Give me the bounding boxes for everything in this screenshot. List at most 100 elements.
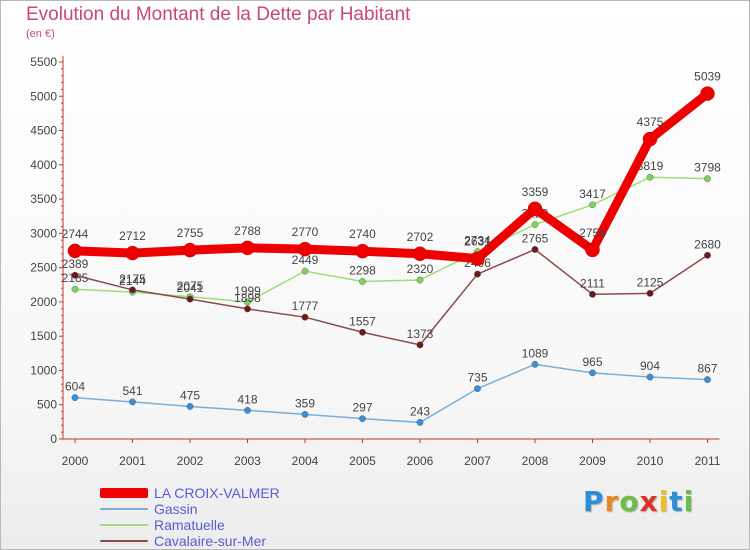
data-point-gassin <box>71 394 79 401</box>
data-label-gassin: 418 <box>237 392 257 406</box>
data-label-gassin: 867 <box>697 362 717 376</box>
logo-letter: i <box>658 485 670 518</box>
x-tick-label: 2000 <box>62 454 89 468</box>
legend-label: Ramatuelle <box>154 517 225 533</box>
data-point-gassin <box>129 398 136 406</box>
data-label-cavalaire-sur-mer: 2389 <box>62 257 89 271</box>
chart-subtitle: (en €) <box>26 28 55 40</box>
data-label-la-croix-valmer: 2631 <box>464 235 491 249</box>
data-label-ramatuelle: 3798 <box>694 161 721 175</box>
data-point-ramatuelle <box>71 285 79 293</box>
data-point-ramatuelle <box>589 201 596 209</box>
x-tick-label: 2003 <box>234 454 261 468</box>
data-label-la-croix-valmer: 2702 <box>407 230 434 244</box>
data-label-cavalaire-sur-mer: 2041 <box>177 281 204 295</box>
data-point-gassin <box>186 403 194 410</box>
data-point-gassin <box>474 385 481 393</box>
logo-letter: o <box>619 485 640 518</box>
x-tick-label: 2005 <box>349 454 376 468</box>
legend-swatch <box>100 524 148 526</box>
y-tick-label: 3500 <box>30 192 57 206</box>
chart-title: Evolution du Montant de la Dette par Hab… <box>26 4 411 25</box>
data-point-ramatuelle <box>244 298 251 306</box>
y-tick-label: 5000 <box>30 89 57 103</box>
data-point-cavalaire-sur-mer <box>186 295 194 303</box>
x-tick-label: 2008 <box>522 454 549 468</box>
series-line-la-croix-valmer <box>70 89 712 264</box>
data-label-la-croix-valmer: 4375 <box>637 115 664 129</box>
data-label-ramatuelle: 1999 <box>234 284 261 298</box>
x-tick-label: 2001 <box>119 454 146 468</box>
data-label-gassin: 1089 <box>522 346 549 360</box>
data-point-la-croix-valmer <box>585 242 600 258</box>
data-label-gassin: 604 <box>65 380 85 394</box>
data-label-cavalaire-sur-mer: 1777 <box>292 299 319 313</box>
proxiti-logo: Proxiti <box>583 485 694 518</box>
data-label-cavalaire-sur-mer: 2175 <box>119 272 146 286</box>
data-label-cavalaire-sur-mer: 2765 <box>522 231 549 245</box>
y-tick-label: 1000 <box>30 363 57 377</box>
logo-letter: t <box>669 485 684 518</box>
data-point-la-croix-valmer <box>412 246 428 262</box>
data-label-gassin: 904 <box>640 359 660 373</box>
x-tick-label: 2006 <box>407 454 434 468</box>
data-label-cavalaire-sur-mer: 1373 <box>407 327 434 341</box>
data-label-cavalaire-sur-mer: 2125 <box>637 275 664 289</box>
data-label-ramatuelle: 2320 <box>407 262 434 276</box>
data-point-la-croix-valmer <box>182 242 198 258</box>
legend-swatch <box>100 540 148 542</box>
logo-letter: r <box>604 485 620 518</box>
data-point-cavalaire-sur-mer <box>589 290 596 298</box>
data-label-la-croix-valmer: 2712 <box>119 229 146 243</box>
data-label-gassin: 243 <box>410 404 430 418</box>
legend-swatch <box>100 508 148 510</box>
legend-swatch <box>100 488 148 498</box>
data-point-cavalaire-sur-mer <box>474 270 481 278</box>
data-label-la-croix-valmer: 2788 <box>234 224 261 238</box>
data-label-cavalaire-sur-mer: 2111 <box>580 276 605 290</box>
data-label-la-croix-valmer: 5039 <box>694 70 721 84</box>
data-label-ramatuelle: 2144 <box>119 274 146 288</box>
y-tick-label: 500 <box>37 398 57 412</box>
data-point-cavalaire-sur-mer <box>531 246 539 253</box>
data-label-gassin: 735 <box>467 371 487 385</box>
legend-label: Cavalaire-sur-Mer <box>154 533 267 549</box>
data-point-cavalaire-sur-mer <box>704 251 711 259</box>
y-tick-label: 4500 <box>30 124 57 138</box>
data-point-gassin <box>646 373 654 381</box>
series-line-ramatuelle <box>74 176 709 303</box>
data-point-gassin <box>244 406 251 414</box>
y-tick-label: 2500 <box>30 261 57 275</box>
data-label-la-croix-valmer: 2744 <box>62 227 89 241</box>
data-label-cavalaire-sur-mer: 1557 <box>349 314 376 328</box>
data-label-gassin: 297 <box>352 401 372 415</box>
data-point-la-croix-valmer <box>642 131 658 147</box>
data-label-ramatuelle: 3819 <box>637 159 664 173</box>
data-label-ramatuelle: 3417 <box>579 187 606 201</box>
data-label-cavalaire-sur-mer: 2680 <box>694 237 721 251</box>
data-point-la-croix-valmer <box>700 86 715 101</box>
y-tick-label: 1500 <box>30 329 57 343</box>
data-point-ramatuelle <box>646 173 654 181</box>
data-label-ramatuelle: 2298 <box>349 263 376 277</box>
logo-letter: i <box>683 485 695 518</box>
logo-letter: P <box>583 485 605 518</box>
legend-label: LA CROIX-VALMER <box>154 485 280 501</box>
data-point-cavalaire-sur-mer <box>646 289 654 297</box>
data-label-la-croix-valmer: 2770 <box>292 225 319 239</box>
data-point-la-croix-valmer <box>67 243 83 259</box>
data-point-gassin <box>301 410 309 418</box>
data-label-ramatuelle: 2734 <box>464 234 491 248</box>
data-label-la-croix-valmer: 2755 <box>177 226 204 240</box>
data-label-cavalaire-sur-mer: 1898 <box>234 291 261 305</box>
x-tick-label: 2010 <box>637 454 664 468</box>
data-point-la-croix-valmer <box>125 245 140 261</box>
data-point-la-croix-valmer <box>297 241 313 257</box>
y-tick-label: 4000 <box>30 158 57 172</box>
y-tick-label: 3000 <box>30 226 57 240</box>
data-point-gassin <box>589 369 596 377</box>
data-point-cavalaire-sur-mer <box>416 341 424 349</box>
y-tick-label: 0 <box>50 432 57 446</box>
